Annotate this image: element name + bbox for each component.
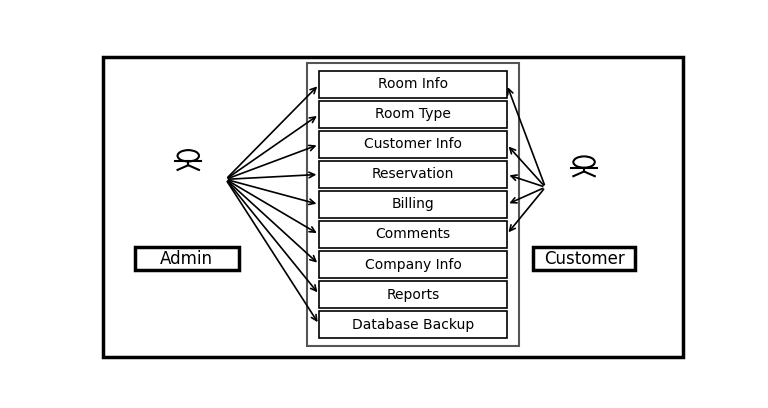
Bar (319, 191, 507, 218)
Text: Company Info: Company Info (365, 257, 462, 271)
Bar (319, 101, 507, 128)
Bar (319, 221, 507, 248)
Bar (307, 63, 518, 346)
Bar (134, 247, 239, 271)
Text: Room Type: Room Type (375, 107, 451, 122)
Text: Customer Info: Customer Info (364, 137, 462, 151)
Bar (319, 251, 507, 278)
Bar (534, 247, 634, 271)
Bar (319, 282, 507, 308)
Text: Room Info: Room Info (378, 78, 448, 91)
Text: Customer: Customer (544, 250, 624, 268)
Bar (319, 161, 507, 188)
Bar (319, 131, 507, 157)
Bar (319, 71, 507, 98)
Text: Admin: Admin (161, 250, 214, 268)
Text: Comments: Comments (376, 228, 451, 242)
Text: Billing: Billing (392, 197, 435, 211)
Text: Reservation: Reservation (372, 167, 454, 182)
Text: Database Backup: Database Backup (352, 317, 474, 332)
Bar (319, 311, 507, 338)
Text: Reports: Reports (386, 288, 439, 302)
